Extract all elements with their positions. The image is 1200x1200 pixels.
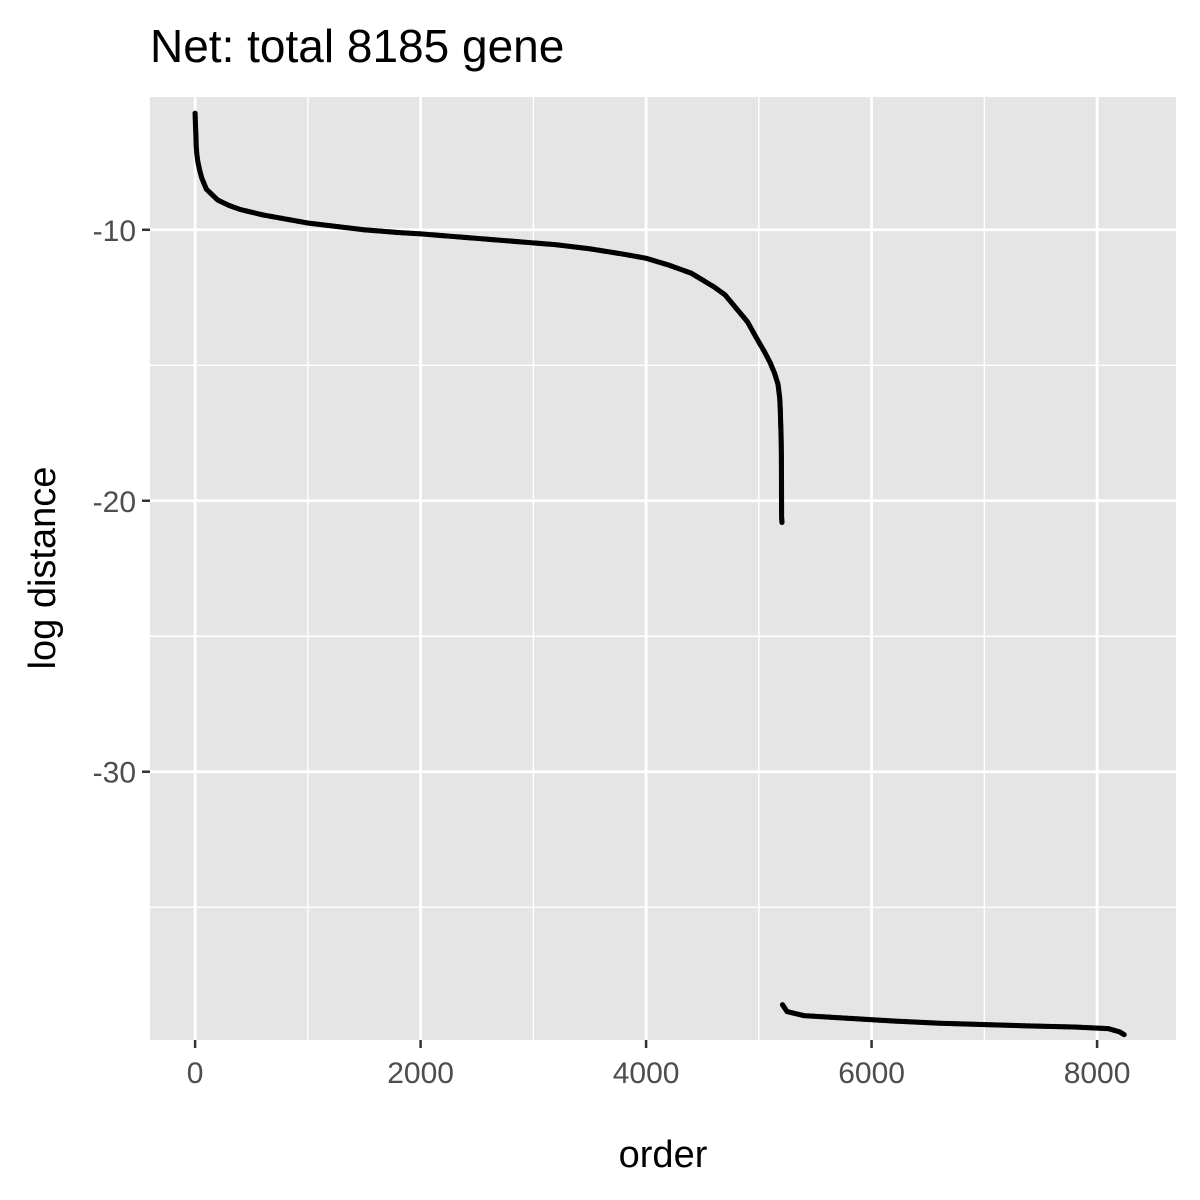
data-point xyxy=(1121,1031,1127,1038)
plot-panel xyxy=(150,97,1176,1040)
data-point xyxy=(779,519,785,526)
y-tick-label: -30 xyxy=(93,757,136,790)
y-tick-label: -10 xyxy=(93,215,136,248)
axes: 0 2000 4000 6000 8000 -10 -20 -30 xyxy=(93,215,1131,1090)
x-tick-label: 6000 xyxy=(838,1057,905,1090)
grid-lines xyxy=(150,93,1176,1040)
x-tick-label: 2000 xyxy=(387,1057,454,1090)
chart-title: Net: total 8185 gene xyxy=(150,20,564,72)
y-tick-label: -20 xyxy=(93,486,136,519)
x-tick-label: 8000 xyxy=(1064,1057,1131,1090)
x-axis-title: order xyxy=(619,1134,708,1176)
x-tick-label: 0 xyxy=(187,1057,204,1090)
x-tick-label: 4000 xyxy=(613,1057,680,1090)
y-axis-title: log distance xyxy=(22,467,64,670)
data-points xyxy=(192,110,1127,1038)
